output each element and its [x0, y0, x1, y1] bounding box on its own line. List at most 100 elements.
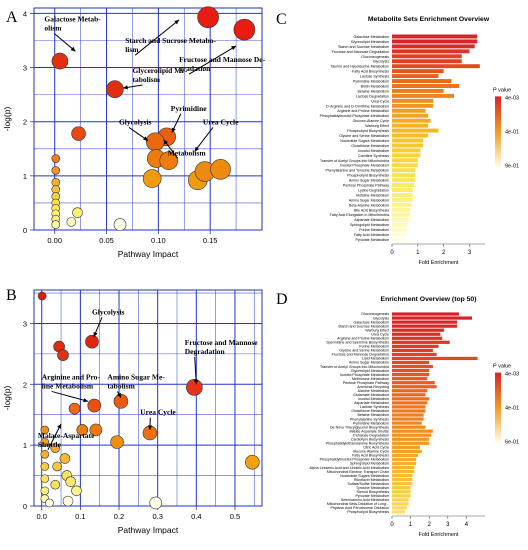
panel-d-bar: [392, 445, 420, 449]
panel-b-xtick-label: 0.4: [191, 512, 201, 521]
panel-a-annotation-arrowhead: [231, 45, 237, 51]
panel-a-annotation-line2: lism: [125, 45, 139, 54]
panel-d-category-label: Mitochondrial Electron Transport Chain: [327, 470, 389, 474]
panel-b-xtick-label: 0.0: [37, 512, 47, 521]
panel-c-category-label: Nucleotide Sugars Metabolism: [340, 139, 389, 143]
panel-d-bar: [392, 449, 422, 453]
panel-c-bar: [392, 79, 452, 84]
panel-c-category-label: Inositol Phosphate Metabolism: [340, 164, 389, 168]
panel-d-bar: [392, 332, 441, 336]
panel-c-legend-title: P value: [493, 87, 511, 93]
panel-b-xtick-label: 0.1: [75, 512, 85, 521]
panel-c-bar: [392, 74, 439, 79]
panel-c-bar: [392, 222, 408, 227]
panel-a-annotation: Glycerolipid Me-: [132, 66, 187, 75]
panel-a-annotation: Pyrimidine: [171, 104, 208, 113]
panel-d-category-label: Cardiolipin Biosynthesis: [351, 437, 389, 441]
panel-d-bar: [392, 336, 443, 340]
panel-c-category-label: Bile Acid Biosynthesis: [354, 208, 389, 212]
panel-b-data-point: [113, 394, 129, 409]
panel-d-bar: [392, 429, 433, 433]
panel-d-category-label: Inositol Metabolism: [358, 397, 389, 401]
panel-d-bar: [392, 461, 417, 466]
panel-d-category-label: Aspartate Metabolism: [354, 401, 389, 405]
panel-c-category-label: Carnitine Synthesis: [358, 154, 389, 158]
panel-d-category-label: Glutamate Metabolism: [353, 393, 389, 397]
panel-a-annotation-line2: gradation: [179, 64, 211, 73]
panel-b-data-point: [62, 495, 74, 507]
panel-c-bar: [392, 237, 405, 242]
panel-a-annotation-arrowhead: [174, 19, 180, 25]
panel-d-bar: [392, 373, 430, 377]
panel-b-plot-area: [33, 289, 263, 507]
panel-d-category-label: Mitochondrial Beta-Oxidation of Long...: [327, 502, 389, 506]
panel-c-bar: [392, 118, 431, 123]
panel-c-xtick-label: 0: [390, 250, 394, 256]
panel-a-annotation-arrowhead: [143, 136, 148, 141]
panel-b-ylabel: -log(p): [2, 386, 12, 411]
panel-a-annotation: Metabolism: [168, 148, 207, 157]
panel-d-bar: [392, 340, 450, 344]
panel-c-xtick-label: 2: [442, 250, 446, 256]
panel-a-annotation-line2: olism: [44, 24, 62, 33]
panel-b-data-point: [245, 454, 260, 470]
panel-c-category-label: Glucose-Alanine Cycle: [353, 119, 389, 123]
panel-d-legend-title: P value: [493, 364, 511, 370]
panel-d-category-label: De Novo Triacylglycerol Biosynthesis: [330, 425, 389, 429]
panel-d-bar: [392, 413, 424, 417]
panel-d-bar: [392, 494, 411, 498]
panel-c-category-label: Phenylalanine and Tyrosine Metabolism: [326, 169, 389, 173]
panel-c-xlabel: Fold Enrichment: [418, 260, 459, 266]
panel-d-bar: [392, 486, 411, 490]
panel-a-ytick-label: 0: [23, 226, 27, 235]
panel-label-c: C: [276, 11, 287, 28]
panel-a-annotation-arrow: [194, 127, 214, 152]
panel-a-annotation-arrow: [134, 19, 180, 56]
panel-b-ytick-label: 3: [23, 319, 27, 328]
panel-c-category-label: Fatty Acid Biosynthesis: [352, 70, 389, 74]
panel-d-category-label: Trehalose Degradation: [353, 433, 389, 437]
panel-a-data-point: [113, 218, 127, 231]
panel-a-ytick-label: 3: [23, 64, 27, 73]
panel-b-data-point: [40, 486, 50, 496]
panel-d-bar: [392, 498, 409, 502]
panel-a-data-point: [51, 220, 61, 229]
panel-c-category-label: Glycine and Serine Metabolism: [339, 134, 389, 138]
panel-c-bar: [392, 153, 421, 158]
panel-b-annotation-line2: line Metabolism: [42, 381, 94, 390]
panel-d-category-label: Glycine and Serine Metabolism: [339, 349, 389, 353]
panel-c-bar: [392, 59, 462, 64]
panel-b-data-point: [76, 424, 89, 436]
panel-d-xtick-label: 3: [446, 522, 450, 528]
panel-a-annotation-arrowhead: [163, 139, 168, 145]
panel-c-category-label: Lysine Degradation: [358, 188, 389, 192]
panel-a-data-point: [159, 151, 179, 170]
panel-d-bar: [392, 312, 459, 316]
panel-b-annotation-arrowhead: [147, 425, 153, 430]
panel-c-xtick-label: 1: [416, 250, 420, 256]
panel-c-category-label: Urea Cycle: [371, 99, 389, 103]
panel-c-category-label: Phospholipid Biosynthesis: [347, 174, 389, 178]
panel-b-annotation-arrow: [47, 423, 62, 451]
panel-d-category-label: Galactose Metabolism: [353, 320, 389, 324]
panel-b-data-point: [37, 291, 47, 301]
panel-d-bar: [392, 506, 407, 510]
panel-a-annotation-arrow: [188, 45, 237, 75]
panel-c-bar: [392, 103, 434, 108]
panel-c-category-label: Fructose and Mannose Degradation: [332, 50, 389, 54]
panel-c-bar: [392, 49, 470, 54]
panel-b-data-point: [85, 334, 99, 349]
panel-d-bar: [392, 502, 409, 506]
panel-d-bar: [392, 377, 428, 381]
panel-a-annotation-line2: tabolism: [132, 75, 160, 84]
panel-d-category-label: Fatty Acid Biosynthesis: [352, 454, 389, 458]
panel-c-bar: [392, 217, 409, 222]
panel-c-category-label: Beta-Alanine Metabolism: [349, 203, 389, 207]
panel-c-bar: [392, 168, 416, 173]
panel-a-annotation-arrowhead: [70, 46, 76, 52]
panel-b-annotation: Arginine and Pro-: [42, 372, 101, 381]
panel-d-category-label: Phospholipid Biosynthesis: [347, 510, 389, 514]
panel-d-category-label: Sulfate/Sulfite Metabolism: [347, 482, 389, 486]
panel-c-category-label: Transfer of Acetyl Groups into Mitochond…: [320, 159, 389, 163]
panel-b-annotation-arrow: [194, 356, 197, 385]
